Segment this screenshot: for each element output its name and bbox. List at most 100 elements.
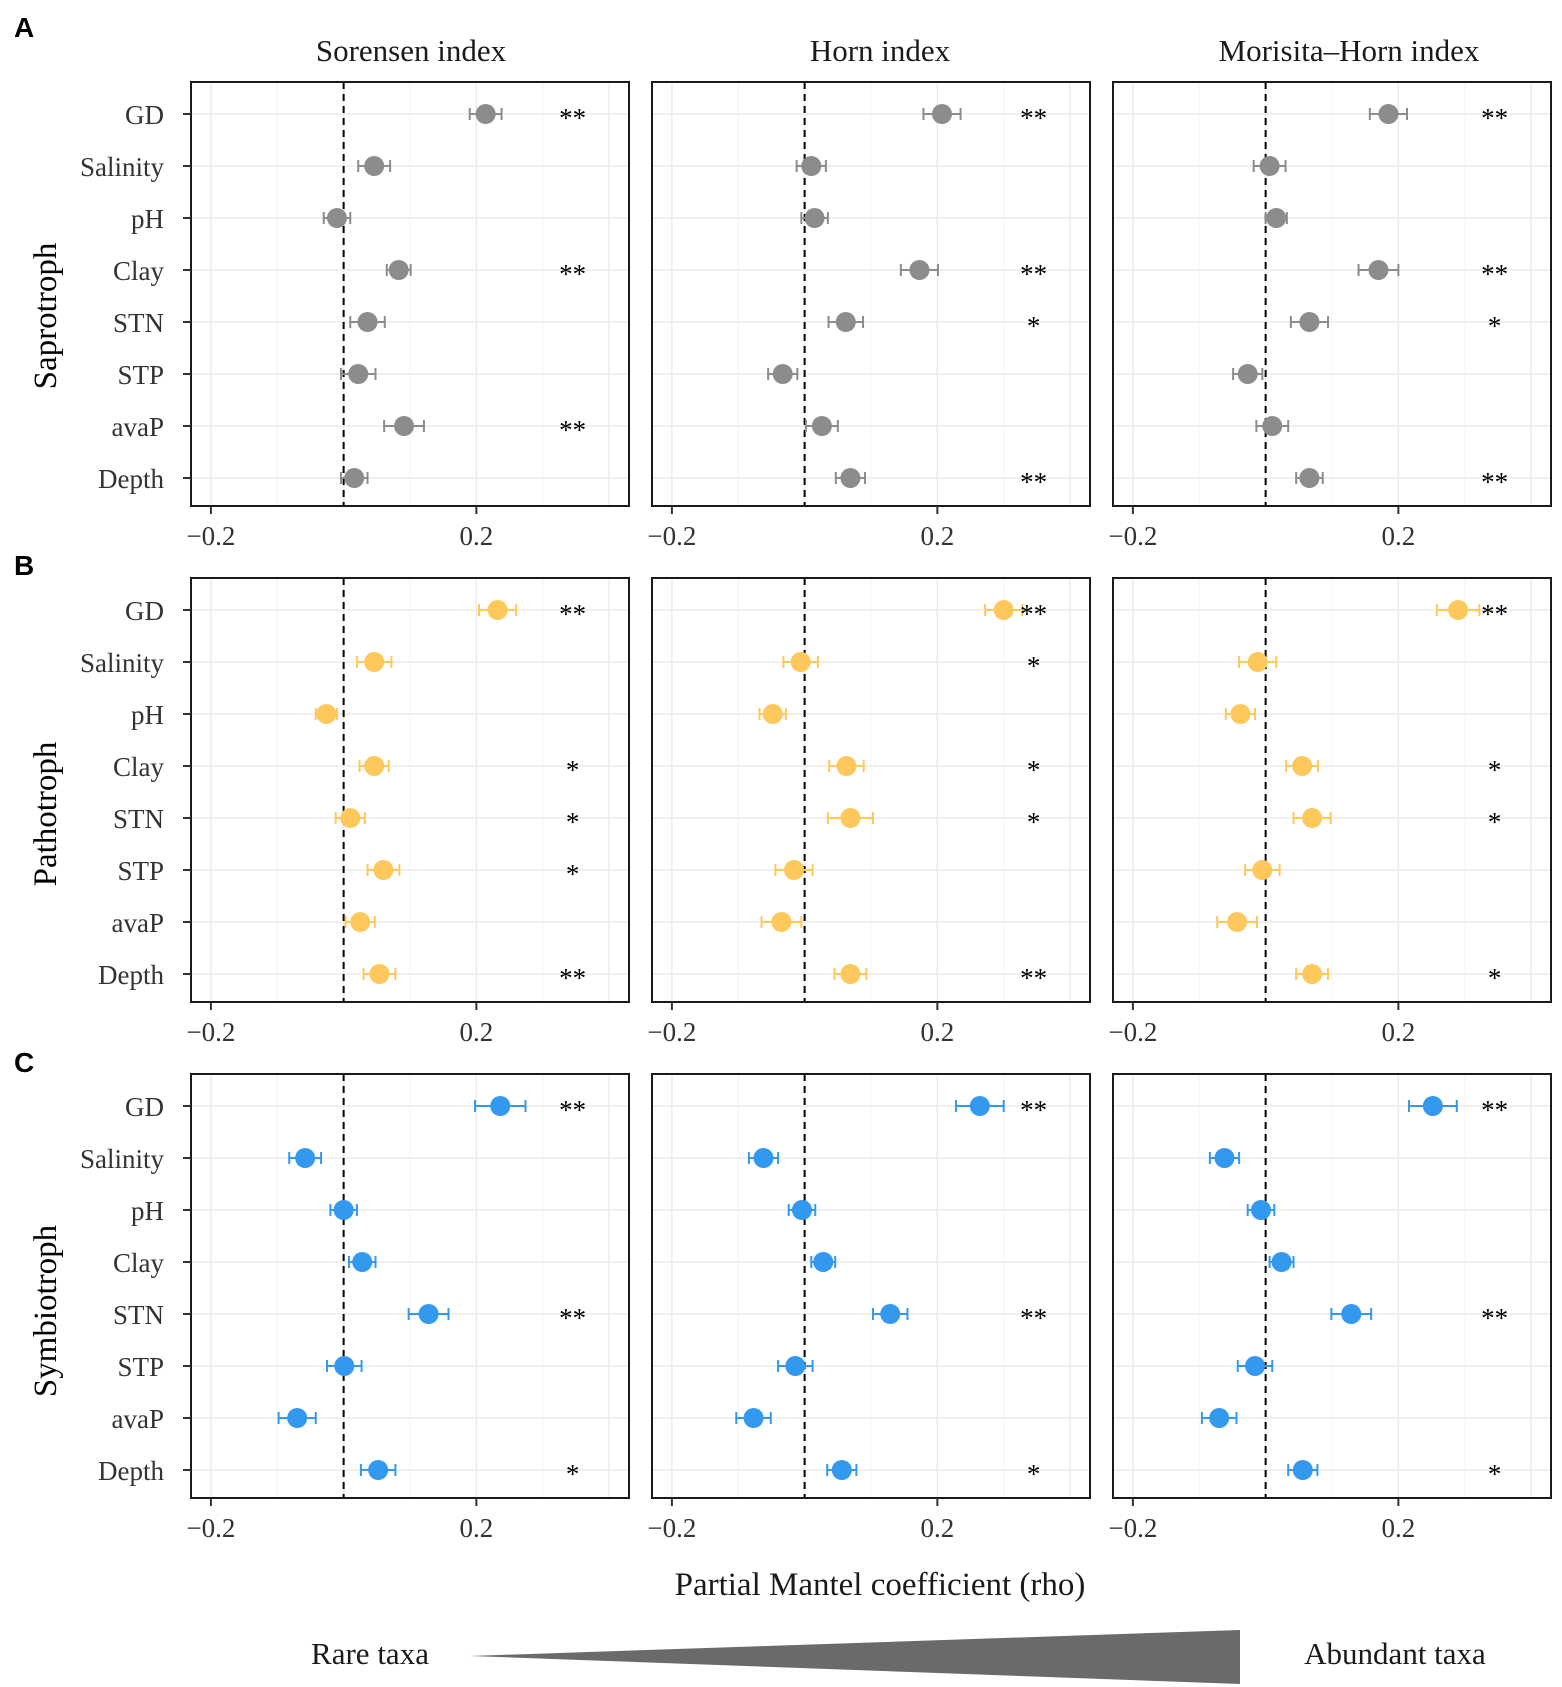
abundant-taxa-label: Abundant taxa	[1304, 1636, 1486, 1671]
data-point-ph	[322, 208, 352, 228]
panel-b-2: *******−0.2 0.2	[647, 577, 1091, 1047]
x-tick-label: −0.2	[186, 521, 235, 551]
y-tick-label: GD	[125, 596, 164, 626]
point-marker	[772, 364, 793, 384]
x-tick-label: 0.2	[1381, 521, 1415, 551]
x-tick-label: 0.2	[920, 1017, 954, 1047]
row-title-saprotroph: Saprotroph	[28, 242, 64, 389]
data-point-salinity	[288, 1148, 323, 1168]
panel-letter-a: A	[14, 12, 34, 43]
point-marker	[316, 704, 337, 724]
panel-letter-c: C	[14, 1047, 34, 1078]
significance-label: *	[1027, 651, 1041, 681]
panel-border	[190, 1073, 630, 1499]
y-tick-label: STP	[117, 1352, 164, 1382]
point-marker	[771, 912, 792, 932]
data-point-stn: *	[1292, 807, 1501, 837]
significance-label: **	[1020, 1095, 1047, 1125]
data-point-gd: **	[474, 1095, 586, 1125]
data-point-stn: **	[871, 1303, 1047, 1333]
point-marker	[1292, 756, 1313, 776]
significance-label: *	[566, 1459, 580, 1489]
significance-label: **	[1481, 103, 1508, 133]
data-point-gd: **	[1435, 599, 1508, 629]
significance-label: **	[559, 415, 586, 445]
y-tick-label: Salinity	[80, 152, 165, 182]
panel-a-1: ** ** ** −0.2 0.2 GD Salinity pH Clay STN STP avaP D…	[80, 81, 630, 551]
panel-border	[190, 577, 630, 1003]
point-marker	[1227, 912, 1248, 932]
significance-label: **	[1481, 599, 1508, 629]
point-marker	[801, 156, 822, 176]
data-point-ph	[758, 704, 788, 724]
data-point-stp	[767, 364, 799, 384]
point-marker	[1259, 156, 1280, 176]
data-point-avap	[277, 1408, 317, 1428]
data-point-depth: *	[359, 1459, 580, 1489]
panel-border	[1112, 81, 1552, 507]
data-point-gd: **	[478, 599, 586, 629]
point-marker	[791, 1200, 812, 1220]
point-marker	[836, 756, 857, 776]
data-point-clay: *	[1285, 755, 1501, 785]
data-point-depth: *	[1287, 1459, 1502, 1489]
point-marker	[344, 468, 365, 488]
point-marker	[835, 312, 856, 332]
significance-label: **	[559, 1303, 586, 1333]
significance-label: *	[1488, 311, 1502, 341]
data-point-avap	[760, 912, 803, 932]
significance-label: **	[1481, 1095, 1508, 1125]
data-point-gd: **	[1407, 1095, 1508, 1125]
x-tick-label: 0.2	[1381, 1513, 1415, 1543]
point-marker	[475, 104, 496, 124]
significance-label: **	[1020, 103, 1047, 133]
point-marker	[1247, 652, 1268, 672]
significance-label: *	[1027, 755, 1041, 785]
panel-c-2: *****−0.2 0.2	[647, 1073, 1091, 1543]
y-tick-label: avaP	[112, 908, 164, 938]
point-marker	[364, 156, 385, 176]
x-tick-label: 0.2	[459, 521, 493, 551]
data-point-stp: *	[366, 859, 579, 889]
data-point-salinity	[1208, 1148, 1241, 1168]
data-point-depth: *	[826, 1459, 1040, 1489]
point-marker	[327, 208, 347, 228]
x-axis-title: Partial Mantel coefficient (rho)	[675, 1567, 1086, 1603]
point-marker	[1341, 1304, 1362, 1324]
data-point-stp	[774, 860, 814, 880]
point-marker	[1422, 1096, 1443, 1116]
significance-label: *	[566, 807, 580, 837]
point-marker	[804, 208, 825, 228]
y-tick-label: STN	[113, 308, 164, 338]
data-point-depth: **	[833, 963, 1047, 993]
panel-border	[651, 81, 1091, 507]
y-tick-label: Salinity	[80, 648, 165, 678]
x-tick-label: −0.2	[647, 521, 696, 551]
point-marker	[1302, 808, 1323, 828]
panel-border	[1112, 1073, 1552, 1499]
significance-label: *	[1488, 1459, 1502, 1489]
panel-c-3: *****−0.2 0.2	[1108, 1073, 1552, 1543]
data-point-avap	[344, 912, 376, 932]
x-tick-label: −0.2	[647, 1017, 696, 1047]
point-marker	[790, 652, 811, 672]
data-point-salinity	[747, 1148, 780, 1168]
y-tick-label: Clay	[113, 752, 164, 782]
significance-label: **	[1020, 467, 1047, 497]
point-marker	[784, 860, 805, 880]
data-point-salinity	[1252, 156, 1287, 176]
point-marker	[394, 416, 415, 436]
panel-a-2: *******−0.2 0.2	[647, 81, 1091, 551]
x-tick-label: 0.2	[920, 521, 954, 551]
point-marker	[831, 1460, 852, 1480]
point-marker	[1209, 1408, 1230, 1428]
point-marker	[357, 312, 378, 332]
gradient-wedge	[470, 1630, 1240, 1684]
y-tick-label: GD	[125, 1092, 164, 1122]
data-point-clay: *	[828, 755, 1041, 785]
point-marker	[1378, 104, 1399, 124]
data-point-clay: **	[385, 259, 586, 289]
y-tick-label: Clay	[113, 1248, 164, 1278]
point-marker	[487, 600, 508, 620]
